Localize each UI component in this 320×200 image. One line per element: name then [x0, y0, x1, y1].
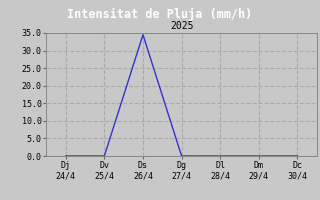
Text: Intensitat de Pluja (mm/h): Intensitat de Pluja (mm/h) — [68, 8, 252, 21]
Title: 2025: 2025 — [170, 21, 193, 31]
